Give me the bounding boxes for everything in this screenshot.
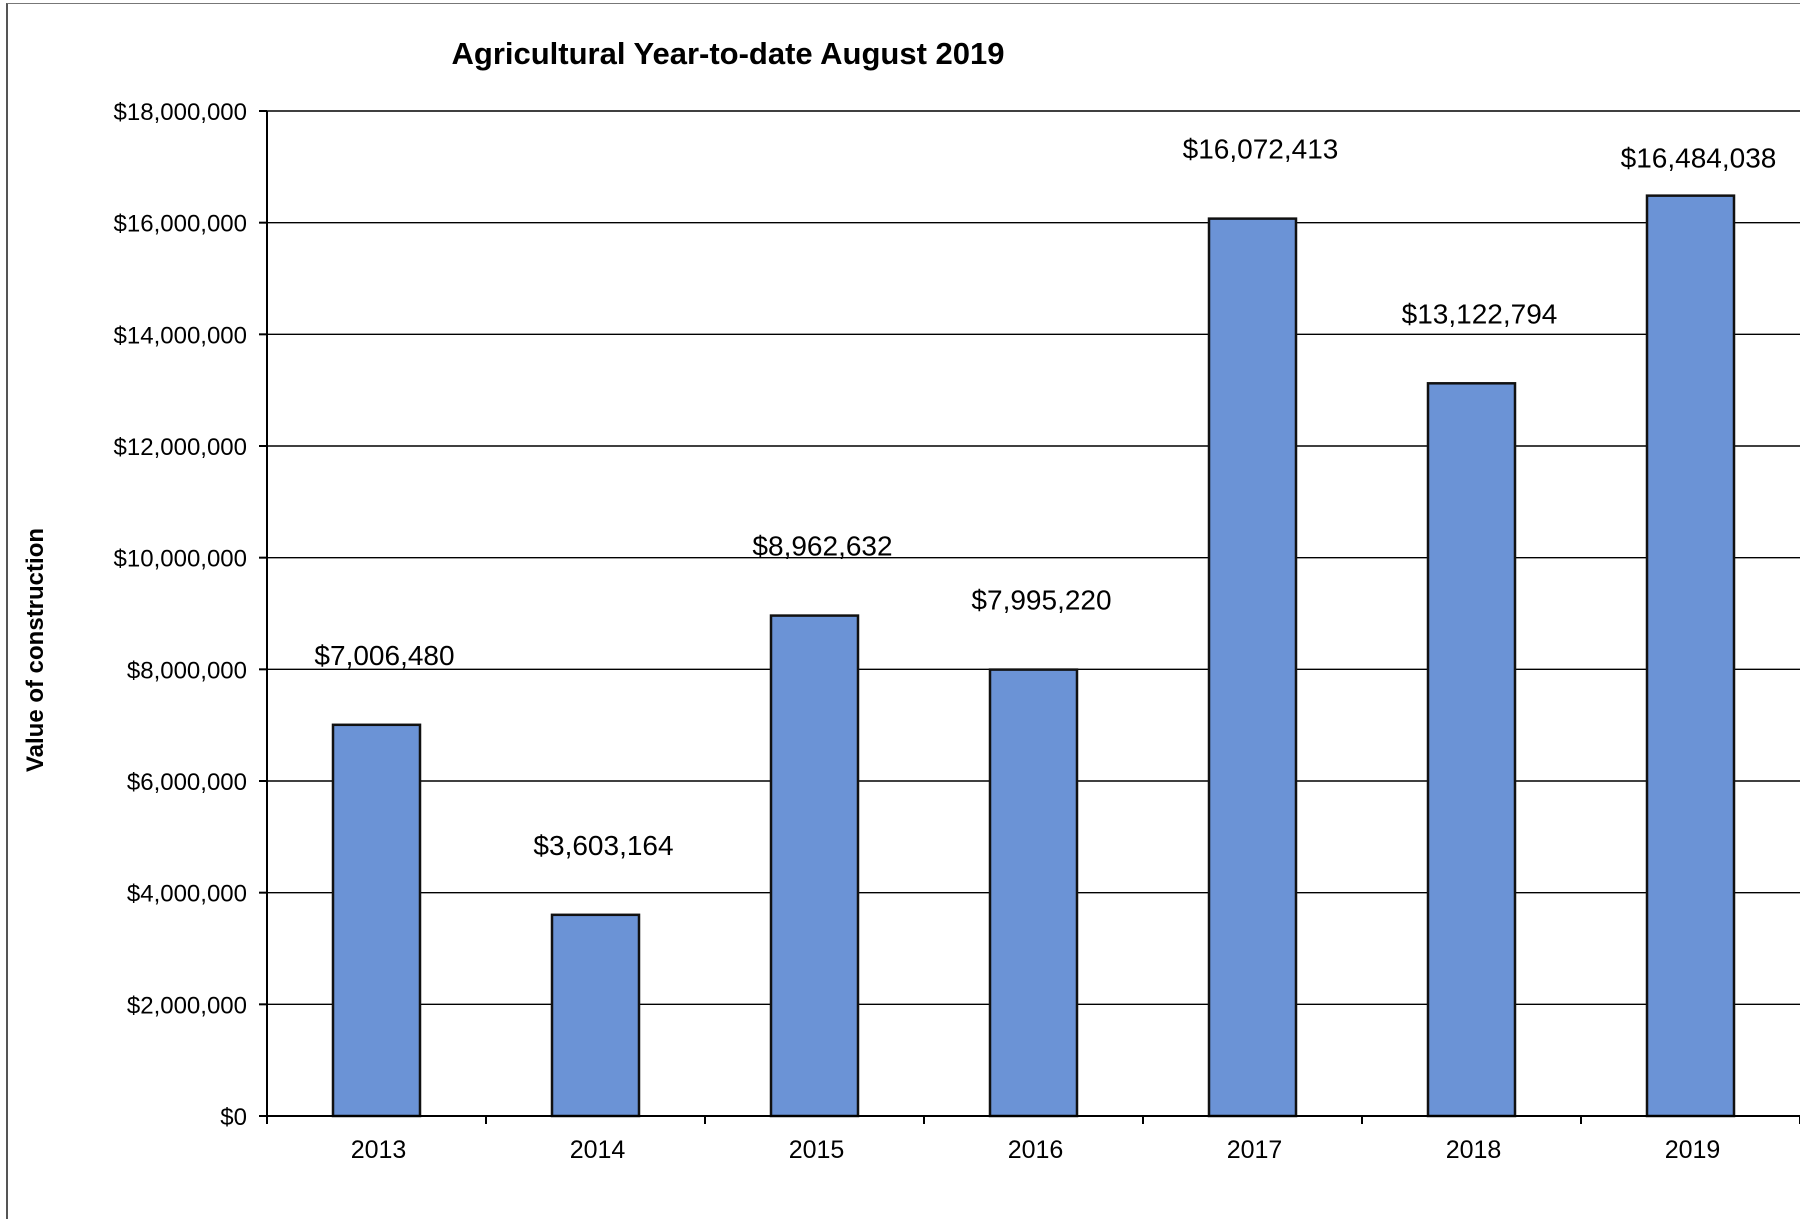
y-axis-label: Value of construction	[22, 528, 49, 772]
data-label-2015: $8,962,632	[752, 531, 892, 562]
data-label-2014: $3,603,164	[533, 830, 673, 861]
axes	[266, 111, 1800, 1117]
data-label-2019: $16,484,038	[1621, 143, 1777, 174]
y-tick-label: $10,000,000	[114, 546, 247, 573]
data-labels: $7,006,480 $3,603,164 $8,962,632 $7,995,220…	[314, 134, 1776, 861]
x-tick-label-2018: 2018	[1446, 1136, 1502, 1164]
bars	[331, 194, 1736, 1118]
chart-title: Agricultural Year-to-date August 2019	[452, 36, 1005, 71]
y-tick-label: $14,000,000	[114, 322, 247, 349]
x-tick-label-2017: 2017	[1227, 1136, 1283, 1164]
x-axis-ticks: 2013 2014 2015 2016 2017 2018 2019	[266, 1116, 1800, 1164]
y-tick-label: $2,000,000	[127, 992, 247, 1019]
bar-2016	[988, 668, 1079, 1118]
chart-frame	[6, 3, 1800, 1219]
data-label-2016: $7,995,220	[971, 585, 1111, 616]
bar-2017	[1207, 217, 1298, 1118]
data-label-2013: $7,006,480	[314, 640, 454, 671]
x-tick-label-2015: 2015	[789, 1136, 845, 1164]
bar-2019	[1645, 194, 1736, 1118]
y-tick-label: $0	[220, 1104, 247, 1131]
bar-2018	[1426, 382, 1517, 1118]
bar-2014	[550, 913, 641, 1118]
data-label-2017: $16,072,413	[1183, 134, 1339, 165]
y-tick-label: $18,000,000	[114, 99, 247, 126]
y-tick-label: $4,000,000	[127, 881, 247, 908]
x-tick-label-2014: 2014	[570, 1136, 626, 1164]
x-tick-label-2013: 2013	[351, 1136, 407, 1164]
y-axis-ticks: $0 $2,000,000 $4,000,000 $6,000,000 $8,000,0…	[114, 99, 267, 1131]
y-tick-label: $8,000,000	[127, 657, 247, 684]
bar-2013	[331, 723, 422, 1118]
y-tick-label: $12,000,000	[114, 434, 247, 461]
y-tick-label: $6,000,000	[127, 769, 247, 796]
bar-2015	[769, 614, 860, 1118]
x-tick-label-2016: 2016	[1008, 1136, 1064, 1164]
data-label-2018: $13,122,794	[1402, 298, 1558, 329]
x-tick-label-2019: 2019	[1665, 1136, 1721, 1164]
y-tick-label: $16,000,000	[114, 211, 247, 238]
